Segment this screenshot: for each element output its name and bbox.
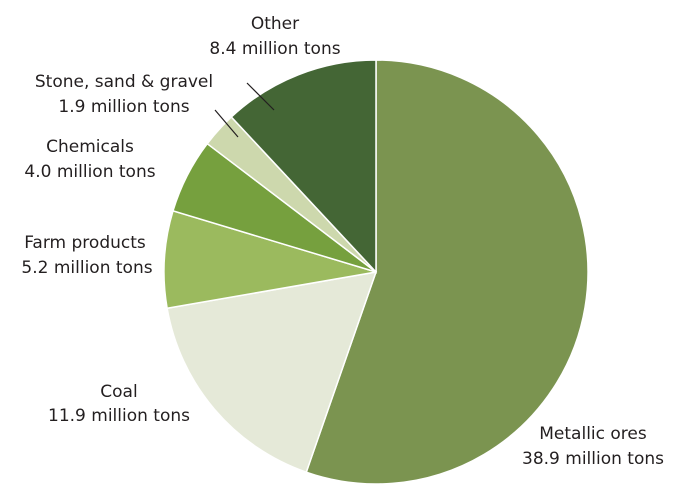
slice-value-farm-products: 5.2 million tons <box>21 258 152 278</box>
slice-label-stone: Stone, sand & gravel <box>35 72 213 92</box>
slice-value-chemicals: 4.0 million tons <box>24 162 155 182</box>
leader-lines-layer <box>214 82 275 138</box>
slice-value-stone: 1.9 million tons <box>58 97 189 117</box>
leader-line-other <box>246 82 275 111</box>
slice-label-coal: Coal <box>100 382 137 402</box>
labels-layer: Other 8.4 million tons Stone, sand & gra… <box>21 14 664 469</box>
slice-value-other: 8.4 million tons <box>209 39 340 59</box>
slice-value-coal: 11.9 million tons <box>48 406 190 426</box>
slice-label-farm-products: Farm products <box>24 233 146 253</box>
leader-line-stone <box>214 109 239 138</box>
slice-label-metallic-ores: Metallic ores <box>539 424 647 444</box>
slice-label-other: Other <box>251 14 299 34</box>
slice-value-metallic-ores: 38.9 million tons <box>522 449 664 469</box>
pie-slice-coal <box>166 271 378 474</box>
pie-slice-farm-products <box>163 209 377 310</box>
slice-label-chemicals: Chemicals <box>46 137 134 157</box>
slices-layer <box>163 59 589 485</box>
pie-slice-other <box>230 59 377 274</box>
